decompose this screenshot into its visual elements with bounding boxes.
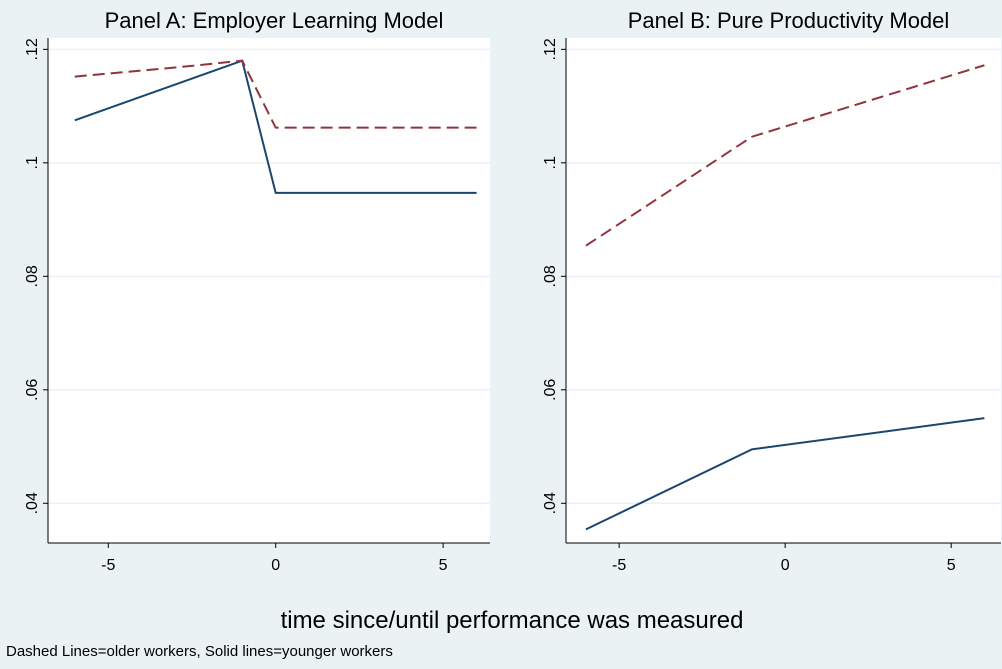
y-tick-label: .08 xyxy=(542,265,559,287)
y-tick-label: .06 xyxy=(542,379,559,401)
y-tick-label: .08 xyxy=(24,265,41,287)
line-series xyxy=(74,59,477,194)
x-tick-label: 5 xyxy=(947,557,956,574)
x-tick-label: 5 xyxy=(439,557,448,574)
x-tick-label: -5 xyxy=(101,557,115,574)
x-tick-label: 0 xyxy=(271,557,280,574)
y-tick-label: .12 xyxy=(542,38,559,60)
line-series xyxy=(74,59,477,129)
y-tick-label: .04 xyxy=(542,492,559,514)
x-tick-label: 0 xyxy=(781,557,790,574)
x-axis-title: time since/until performance was measure… xyxy=(281,607,744,634)
y-tick-label: .12 xyxy=(24,38,41,60)
y-tick-label: .1 xyxy=(542,156,559,169)
note: Dashed Lines=older workers, Solid lines=… xyxy=(6,643,393,660)
plot-area xyxy=(566,38,1001,543)
line-series xyxy=(585,64,985,247)
plot-area xyxy=(48,38,490,543)
y-tick-label: .04 xyxy=(24,492,41,514)
panel-title: Panel B: Pure Productivity Model xyxy=(628,8,950,33)
panel-title: Panel A: Employer Learning Model xyxy=(105,8,444,33)
y-tick-label: .1 xyxy=(24,156,41,169)
y-tick-label: .06 xyxy=(24,379,41,401)
line-series xyxy=(585,417,985,531)
x-tick-label: -5 xyxy=(612,557,626,574)
